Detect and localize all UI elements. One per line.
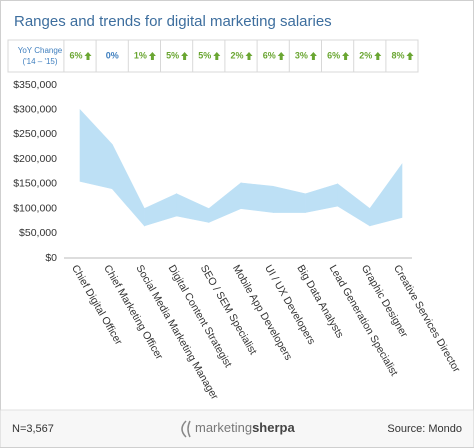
logo-part: marketing [195, 420, 252, 435]
yoy-label: YoY Change [18, 46, 63, 55]
sample-note: N=3,567 [12, 423, 54, 435]
yoy-arrow [406, 52, 414, 60]
y-tick-label: $150,000 [13, 178, 57, 190]
yoy-value: 1% [134, 50, 147, 60]
range-area [240, 182, 274, 213]
yoy-value: 6% [69, 50, 82, 60]
y-tick-label: $100,000 [13, 202, 57, 214]
logo: marketingsherpa [195, 420, 295, 435]
yoy-value: 2% [359, 50, 372, 60]
y-tick-label: $200,000 [13, 153, 57, 165]
y-tick-label: $250,000 [13, 128, 57, 140]
yoy-arrow [148, 52, 156, 60]
yoy-value: 3% [295, 50, 308, 60]
yoy-arrow [309, 52, 317, 60]
y-tick-label: $300,000 [13, 103, 57, 115]
yoy-arrow [277, 52, 285, 60]
yoy-arrow [374, 52, 382, 60]
yoy-value: 6% [327, 50, 340, 60]
yoy-row [7, 39, 419, 73]
yoy-value: 8% [391, 50, 404, 60]
yoy-value: 6% [263, 50, 276, 60]
yoy-arrow [342, 52, 350, 60]
yoy-arrow [245, 52, 253, 60]
yoy-arrow [213, 52, 221, 60]
y-tick-label: $0 [45, 252, 57, 264]
yoy-sublabel: ('14 – '15) [22, 57, 57, 66]
footer [0, 410, 474, 447]
yoy-value: 5% [166, 50, 179, 60]
yoy-arrow [84, 52, 92, 60]
range-area [369, 163, 403, 227]
source: Source: Mondo [387, 423, 462, 435]
yoy-value: 5% [198, 50, 211, 60]
yoy-arrow [181, 52, 189, 60]
logo-part: sherpa [252, 420, 295, 435]
y-tick-label: $350,000 [13, 79, 57, 91]
yoy-value: 0% [106, 50, 119, 60]
chart-title: Ranges and trends for digital marketing … [14, 13, 332, 30]
yoy-value: 2% [230, 50, 243, 60]
y-tick-label: $50,000 [19, 227, 57, 239]
logo-icon [181, 420, 191, 438]
